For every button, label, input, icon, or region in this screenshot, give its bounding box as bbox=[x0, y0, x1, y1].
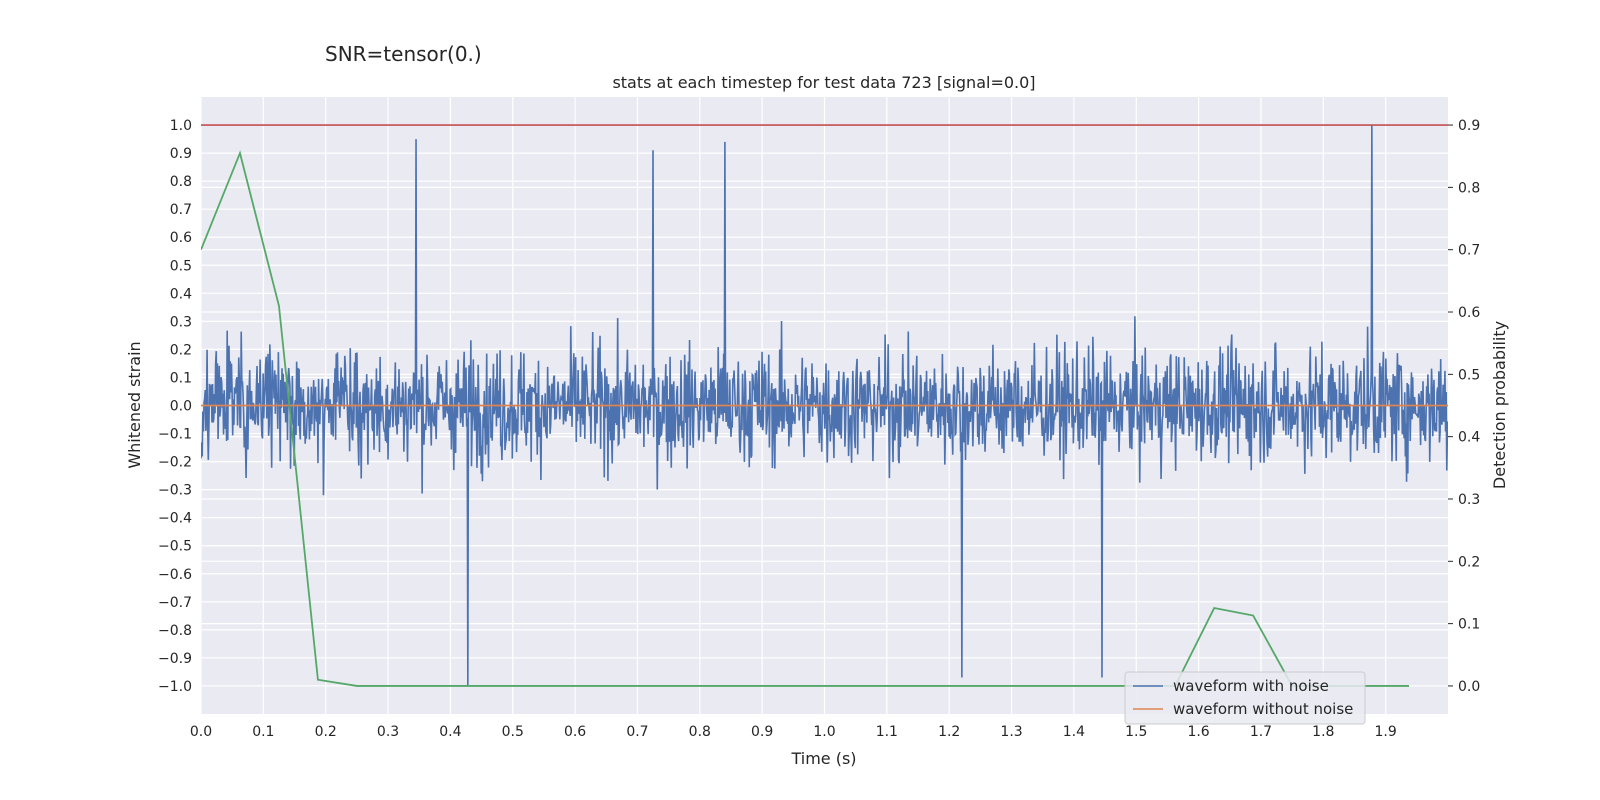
y-tick-label: −0.1 bbox=[158, 427, 192, 443]
y2-tick-label: 0.1 bbox=[1458, 617, 1480, 633]
x-tick-label: 0.8 bbox=[689, 724, 711, 740]
x-tick-label: 1.2 bbox=[938, 724, 960, 740]
x-tick-label: 1.1 bbox=[876, 724, 898, 740]
y-tick-label: −0.5 bbox=[158, 539, 192, 555]
x-tick-label: 1.6 bbox=[1187, 724, 1209, 740]
series-waveform-with-noise bbox=[201, 125, 1448, 686]
chart-title: stats at each timestep for test data 723… bbox=[612, 73, 1035, 92]
x-tick-label: 1.9 bbox=[1375, 724, 1397, 740]
y-tick-label: 1.0 bbox=[170, 118, 192, 134]
legend-label-clean: waveform without noise bbox=[1173, 700, 1353, 718]
y-tick-label: −0.8 bbox=[158, 623, 192, 639]
figure-suptitle: SNR=tensor(0.) bbox=[325, 42, 482, 66]
x-tick-label: 0.1 bbox=[252, 724, 274, 740]
y-tick-label: −0.4 bbox=[158, 511, 192, 527]
x-tick-label: 0.7 bbox=[626, 724, 648, 740]
y-tick-label: −0.6 bbox=[158, 567, 192, 583]
y-tick-label: −0.3 bbox=[158, 483, 192, 499]
legend-label-noise: waveform with noise bbox=[1173, 677, 1329, 695]
x-tick-label: 1.7 bbox=[1250, 724, 1272, 740]
x-tick-label: 1.0 bbox=[813, 724, 835, 740]
y-tick-labels: 1.0 0.9 0.8 0.7 0.6 0.5 0.4 0.3 0.2 0.1 0.0 −0.1 −0.… bbox=[158, 118, 192, 695]
y2-tick-label: 0.8 bbox=[1458, 180, 1480, 196]
x-tick-label: 0.5 bbox=[502, 724, 524, 740]
x-tick-label: 0.0 bbox=[190, 724, 212, 740]
y2-tick-labels: 0.9 0.8 0.7 0.6 0.5 0.4 0.3 0.2 0.1 0.0 bbox=[1458, 118, 1480, 695]
y-tick-label: 0.6 bbox=[170, 230, 192, 246]
y2-tick-label: 0.7 bbox=[1458, 243, 1480, 259]
y-tick-label: 0.1 bbox=[170, 370, 192, 386]
x-tick-labels: 0.0 0.1 0.2 0.3 0.4 0.5 0.6 0.7 0.8 0.9 1.0 1.1 1.2 1… bbox=[190, 724, 1397, 740]
series-detection-probability bbox=[201, 150, 1410, 687]
y-tick-label: 0.2 bbox=[170, 342, 192, 358]
y-axis-label: Whitened strain bbox=[125, 341, 144, 468]
y2-tick-label: 0.5 bbox=[1458, 367, 1480, 383]
legend: waveform with noise waveform without noi… bbox=[1124, 671, 1366, 725]
y2-tick-label: 0.4 bbox=[1458, 430, 1480, 446]
y-tick-label: −0.9 bbox=[158, 651, 192, 667]
x-tick-label: 1.3 bbox=[1000, 724, 1022, 740]
x-tick-label: 0.6 bbox=[564, 724, 586, 740]
y-tick-label: 0.9 bbox=[170, 146, 192, 162]
series-layer bbox=[201, 124, 1448, 687]
x-tick-label: 1.8 bbox=[1312, 724, 1334, 740]
y-tick-label: 0.8 bbox=[170, 174, 192, 190]
x-tick-label: 0.9 bbox=[751, 724, 773, 740]
x-tick-label: 1.4 bbox=[1063, 724, 1085, 740]
legend-box bbox=[1124, 671, 1366, 725]
y2-tick-label: 0.0 bbox=[1458, 679, 1480, 695]
y2-tick-label: 0.6 bbox=[1458, 305, 1480, 321]
y-tick-label: −0.7 bbox=[158, 595, 192, 611]
y2-tick-label: 0.9 bbox=[1458, 118, 1480, 134]
y2-tick-label: 0.3 bbox=[1458, 492, 1480, 508]
y2-axis-label: Detection probability bbox=[1490, 321, 1509, 489]
y-tick-label: 0.7 bbox=[170, 202, 192, 218]
x-tick-label: 1.5 bbox=[1125, 724, 1147, 740]
x-tick-label: 0.4 bbox=[439, 724, 461, 740]
y-tick-label: 0.4 bbox=[170, 286, 192, 302]
x-tick-label: 0.3 bbox=[377, 724, 399, 740]
y-tick-label: 0.3 bbox=[170, 314, 192, 330]
y-tick-label: 0.0 bbox=[170, 399, 192, 415]
y-tick-label: −0.2 bbox=[158, 455, 192, 471]
x-axis-label: Time (s) bbox=[790, 749, 856, 768]
x-tick-label: 0.2 bbox=[315, 724, 337, 740]
y-tick-label: −1.0 bbox=[158, 679, 192, 695]
y-tick-label: 0.5 bbox=[170, 258, 192, 274]
y2-tick-label: 0.2 bbox=[1458, 554, 1480, 570]
